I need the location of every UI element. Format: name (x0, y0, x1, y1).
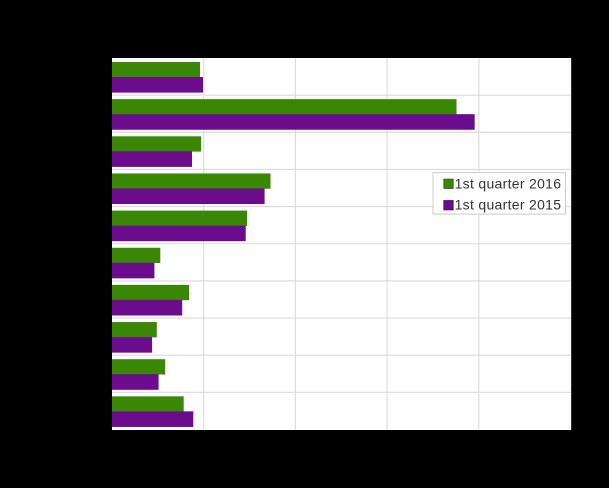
svg-text:1st quarter 2015: 1st quarter 2015 (455, 196, 562, 212)
svg-text:1st quarter 2016: 1st quarter 2016 (455, 175, 562, 191)
